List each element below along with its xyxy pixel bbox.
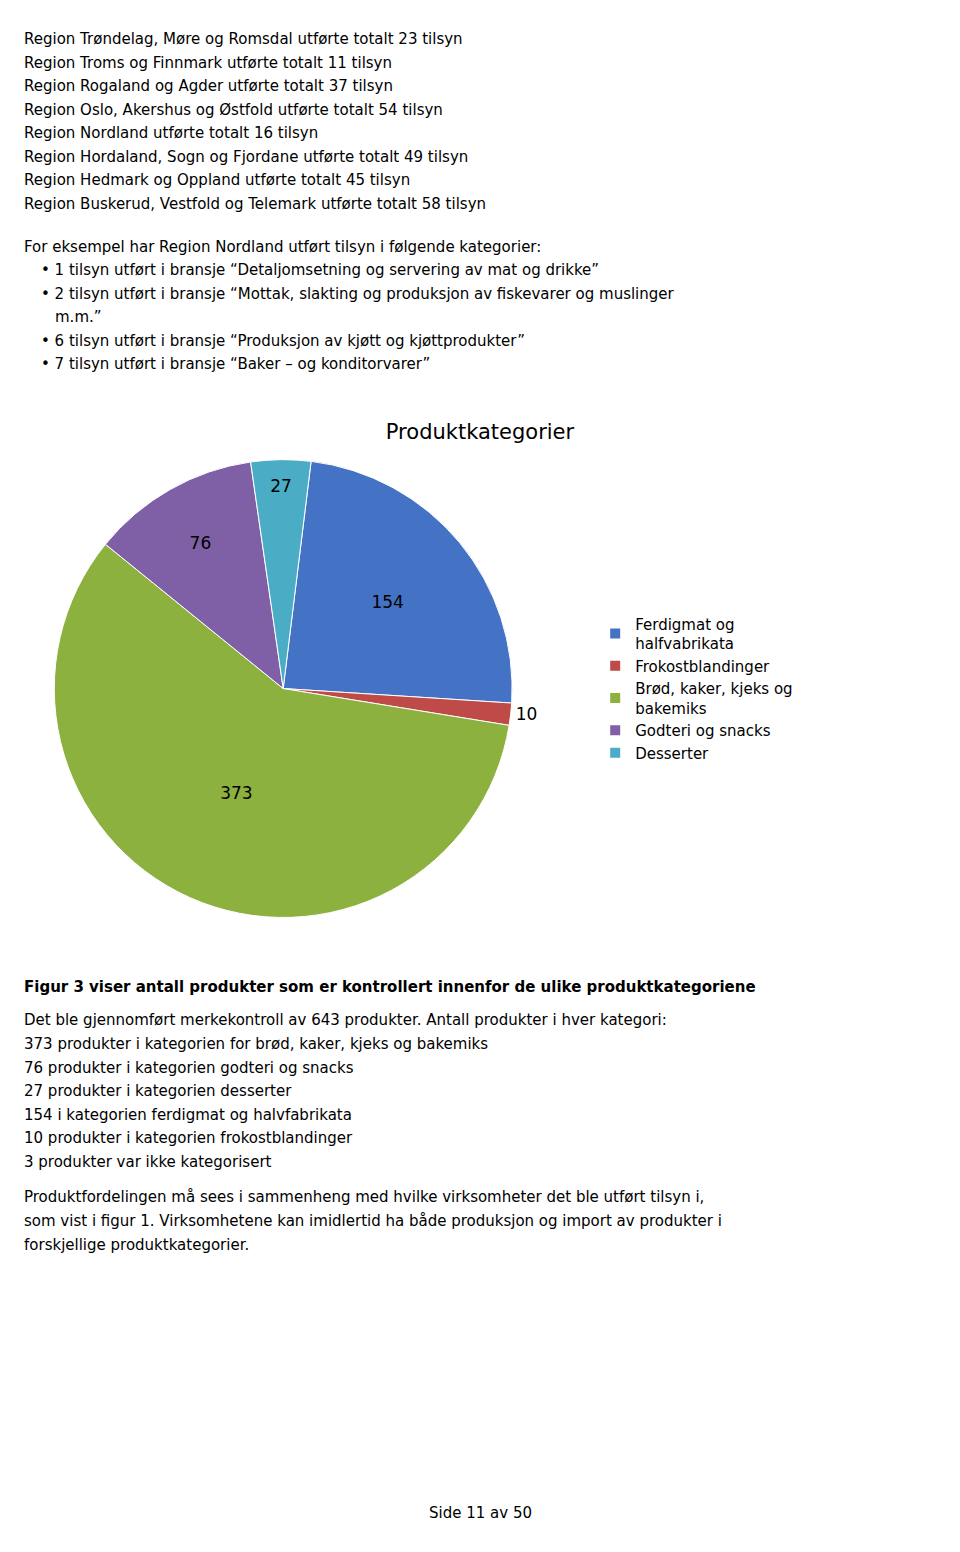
svg-text:154: 154 — [371, 592, 403, 612]
svg-text:Side 11 av 50: Side 11 av 50 — [429, 1504, 532, 1522]
svg-text:Brød, kaker, kjeks ogbakemiks: Brød, kaker, kjeks ogbakemiks — [635, 680, 792, 718]
svg-text:373: 373 — [220, 783, 252, 803]
svg-text:forskjellige produktkategorier: forskjellige produktkategorier. — [24, 1236, 249, 1254]
svg-text:Desserter: Desserter — [635, 745, 709, 763]
svg-text:Godteri og snacks: Godteri og snacks — [635, 722, 770, 740]
svg-text:3 produkter var ikke kategoris: 3 produkter var ikke kategorisert — [24, 1153, 272, 1171]
svg-text:373 produkter i kategorien for: 373 produkter i kategorien for brød, kak… — [24, 1035, 488, 1053]
svg-text:• 1 tilsyn utført i bransje “D: • 1 tilsyn utført i bransje “Detaljomset… — [41, 261, 599, 279]
svg-text:Region Trøndelag, Møre og Roms: Region Trøndelag, Møre og Romsdal utført… — [24, 30, 463, 48]
svg-text:Ferdigmat oghalfvabrikata: Ferdigmat oghalfvabrikata — [635, 616, 734, 654]
svg-text:27: 27 — [270, 476, 292, 496]
svg-text:27 produkter i kategorien dess: 27 produkter i kategorien desserter — [24, 1082, 292, 1100]
svg-text:• 6 tilsyn utført i bransje “P: • 6 tilsyn utført i bransje “Produksjon … — [41, 332, 525, 350]
svg-text:m.m.”: m.m.” — [55, 308, 102, 326]
svg-text:Region Hordaland, Sogn og Fjor: Region Hordaland, Sogn og Fjordane utfør… — [24, 148, 468, 166]
svg-text:• 2 tilsyn utført i bransje “M: • 2 tilsyn utført i bransje “Mottak, sla… — [41, 285, 675, 303]
svg-text:som vist i figur 1. Virksomhet: som vist i figur 1. Virksomhetene kan im… — [24, 1212, 722, 1230]
svg-text:Figur 3 viser antall produkter: Figur 3 viser antall produkter som er ko… — [24, 978, 756, 996]
svg-text:76: 76 — [190, 533, 212, 553]
svg-text:10: 10 — [516, 704, 538, 724]
svg-text:76 produkter i kategorien godt: 76 produkter i kategorien godteri og sna… — [24, 1059, 354, 1077]
svg-text:Region Rogaland og Agder utfør: Region Rogaland og Agder utførte totalt … — [24, 77, 393, 95]
svg-text:Region Hedmark og Oppland utfø: Region Hedmark og Oppland utførte totalt… — [24, 171, 410, 189]
svg-text:Region Buskerud, Vestfold og T: Region Buskerud, Vestfold og Telemark ut… — [24, 195, 486, 213]
svg-text:Region Nordland utførte totalt: Region Nordland utførte totalt 16 tilsyn — [24, 124, 318, 142]
svg-text:10 produkter i kategorien frok: 10 produkter i kategorien frokostblandin… — [24, 1129, 353, 1147]
svg-text:Det ble gjennomført merkekontr: Det ble gjennomført merkekontroll av 643… — [24, 1011, 667, 1029]
svg-text:Region Oslo, Akershus og Østfo: Region Oslo, Akershus og Østfold utførte… — [24, 101, 443, 119]
svg-text:Produktkategorier: Produktkategorier — [386, 420, 575, 444]
svg-text:Region Troms og Finnmark utfør: Region Troms og Finnmark utførte totalt … — [24, 54, 392, 72]
svg-text:Frokostblandinger: Frokostblandinger — [635, 658, 770, 676]
svg-text:• 7 tilsyn utført i bransje “B: • 7 tilsyn utført i bransje “Baker – og … — [41, 355, 430, 373]
svg-text:For eksempel har Region Nordla: For eksempel har Region Nordland utført … — [24, 238, 541, 256]
svg-text:Produktfordelingen må sees i s: Produktfordelingen må sees i sammenheng … — [24, 1188, 704, 1206]
svg-text:154 i kategorien ferdigmat og: 154 i kategorien ferdigmat og halvfabrik… — [24, 1106, 352, 1124]
